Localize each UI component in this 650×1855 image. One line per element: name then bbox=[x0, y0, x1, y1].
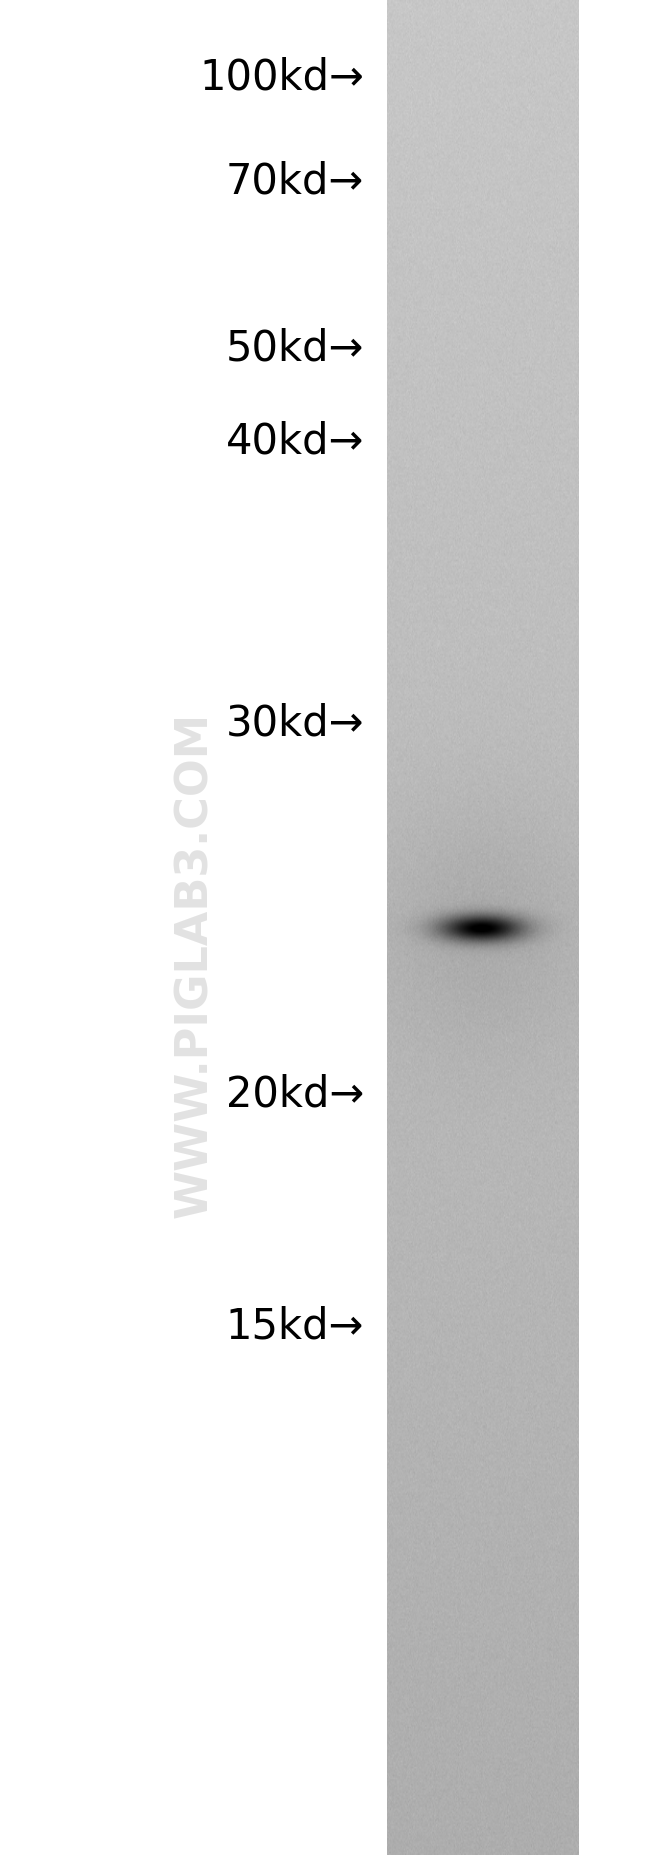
Text: 50kd→: 50kd→ bbox=[226, 328, 364, 369]
Text: 30kd→: 30kd→ bbox=[226, 703, 364, 744]
Text: 100kd→: 100kd→ bbox=[199, 58, 364, 98]
Text: 70kd→: 70kd→ bbox=[226, 161, 364, 202]
Text: WWW.PIGLAB3.COM: WWW.PIGLAB3.COM bbox=[174, 712, 216, 1217]
Text: 40kd→: 40kd→ bbox=[226, 421, 364, 462]
Text: 20kd→: 20kd→ bbox=[226, 1074, 364, 1115]
Text: 15kd→: 15kd→ bbox=[226, 1306, 364, 1347]
